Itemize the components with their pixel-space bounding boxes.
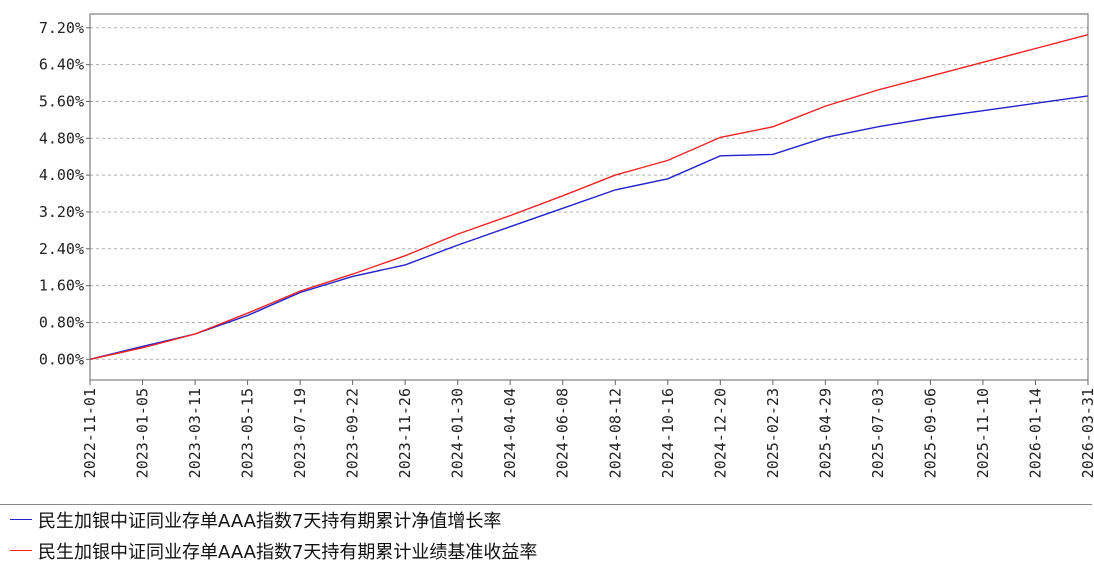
x-tick-label: 2024-08-12 (606, 388, 624, 478)
y-tick-label: 5.60% (39, 92, 84, 110)
legend: 民生加银中证同业存单AAA指数7天持有期累计净值增长率 民生加银中证同业存单AA… (0, 504, 1094, 566)
x-tick-label: 2025-11-10 (974, 388, 992, 478)
x-tick-label: 2023-11-26 (396, 388, 414, 478)
x-tick-label: 2023-09-22 (344, 388, 362, 478)
plot-frame (89, 13, 1089, 381)
x-tick-label: 2024-06-08 (554, 388, 572, 478)
y-tick-label: 7.20% (39, 19, 84, 37)
series-line-1 (89, 34, 1089, 360)
legend-swatch-blue (10, 519, 32, 520)
x-axis: 2022-11-01 2023-01-05 2023-03-11 2023-05-15… (81, 380, 1094, 478)
y-tick-label: 2.40% (39, 240, 84, 258)
line-chart: 0.00% 0.80% 1.60% 2.40% 3.20% 4.00% 4.80% 5.60%… (39, 13, 1094, 478)
legend-item-nav: 民生加银中证同业存单AAA指数7天持有期累计净值增长率 (0, 504, 1094, 535)
x-tick-label: 2023-07-19 (291, 388, 309, 478)
x-tick-label: 2025-09-06 (921, 388, 939, 478)
x-tick-label: 2023-03-11 (186, 388, 204, 478)
legend-swatch-red (10, 550, 32, 551)
y-tick-label: 1.60% (39, 277, 84, 295)
y-tick-label: 4.80% (39, 129, 84, 147)
y-tick-label: 3.20% (39, 203, 84, 221)
y-axis: 0.00% 0.80% 1.60% 2.40% 3.20% 4.00% 4.80% 5.60%… (39, 19, 90, 368)
legend-item-benchmark: 民生加银中证同业存单AAA指数7天持有期累计业绩基准收益率 (0, 535, 1094, 566)
x-tick-label: 2026-01-14 (1026, 388, 1044, 478)
x-tick-label: 2026-03-31 (1079, 388, 1094, 478)
y-tick-label: 0.00% (39, 350, 84, 368)
x-tick-label: 2023-01-05 (134, 388, 152, 478)
series-line-0 (89, 95, 1089, 360)
x-tick-label: 2025-07-03 (869, 388, 887, 478)
x-tick-label: 2023-05-15 (239, 388, 257, 478)
x-tick-label: 2024-04-04 (501, 388, 519, 478)
legend-label: 民生加银中证同业存单AAA指数7天持有期累计业绩基准收益率 (38, 541, 538, 563)
x-tick-label: 2024-01-30 (449, 388, 467, 478)
series-lines (89, 34, 1089, 360)
x-tick-label: 2025-04-29 (816, 388, 834, 478)
x-tick-label: 2024-12-20 (711, 388, 729, 478)
gridlines (90, 27, 1088, 360)
y-tick-label: 4.00% (39, 166, 84, 184)
y-tick-label: 6.40% (39, 56, 84, 74)
x-tick-label: 2022-11-01 (81, 388, 99, 478)
x-tick-label: 2024-10-16 (659, 388, 677, 478)
y-tick-label: 0.80% (39, 313, 84, 331)
legend-label: 民生加银中证同业存单AAA指数7天持有期累计净值增长率 (38, 510, 502, 532)
legend-border (0, 504, 1092, 505)
x-tick-label: 2025-02-23 (764, 388, 782, 478)
